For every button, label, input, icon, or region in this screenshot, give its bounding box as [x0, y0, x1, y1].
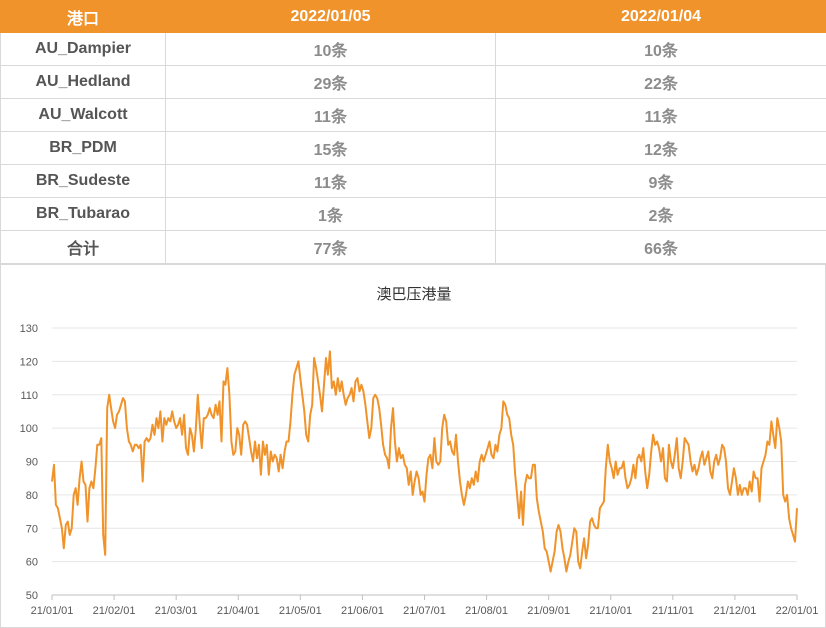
- table-header-row: 港口 2022/01/05 2022/01/04: [0, 0, 826, 33]
- y-tick-label: 60: [26, 557, 38, 569]
- count-value: 11条: [495, 98, 826, 132]
- table-row: BR_Sudeste 11条 9条: [0, 164, 826, 198]
- y-tick-label: 70: [26, 523, 38, 535]
- x-tick-label: 21/04/01: [217, 605, 260, 617]
- y-tick-label: 80: [26, 490, 38, 502]
- count-value: 2条: [495, 197, 826, 231]
- y-tick-label: 120: [20, 356, 38, 368]
- x-tick-label: 21/01/01: [31, 605, 74, 617]
- y-tick-label: 50: [26, 590, 38, 602]
- port-name: BR_Tubarao: [0, 197, 166, 231]
- count-value: 11条: [165, 164, 496, 198]
- port-name: BR_Sudeste: [0, 164, 166, 198]
- x-tick-label: 22/01/01: [776, 605, 819, 617]
- x-tick-label: 21/12/01: [714, 605, 757, 617]
- count-value: 9条: [495, 164, 826, 198]
- x-tick-label: 21/10/01: [589, 605, 632, 617]
- count-value: 29条: [165, 65, 496, 99]
- table-row: BR_PDM 15条 12条: [0, 131, 826, 165]
- count-value: 10条: [495, 32, 826, 66]
- header-date-2: 2022/01/04: [495, 0, 826, 33]
- table-row: AU_Walcott 11条 11条: [0, 98, 826, 132]
- x-tick-label: 21/05/01: [279, 605, 322, 617]
- y-tick-label: 90: [26, 457, 38, 469]
- x-tick-label: 21/08/01: [465, 605, 508, 617]
- count-value: 10条: [165, 32, 496, 66]
- count-value: 12条: [495, 131, 826, 165]
- count-value: 11条: [165, 98, 496, 132]
- y-tick-label: 110: [20, 390, 38, 402]
- header-port: 港口: [0, 0, 166, 33]
- table-row: AU_Dampier 10条 10条: [0, 32, 826, 66]
- table-row: BR_Tubarao 1条 2条: [0, 197, 826, 231]
- port-name: AU_Dampier: [0, 32, 166, 66]
- x-tick-label: 21/06/01: [341, 605, 384, 617]
- port-name: AU_Hedland: [0, 65, 166, 99]
- table-row-total: 合计 77条 66条: [0, 230, 826, 264]
- x-tick-label: 21/02/01: [93, 605, 136, 617]
- x-tick-label: 21/09/01: [527, 605, 570, 617]
- x-tick-label: 21/11/01: [652, 605, 694, 617]
- port-name: BR_PDM: [0, 131, 166, 165]
- series-line: [51, 350, 798, 573]
- chart-panel: 澳巴压港量 50 60 70 80 90 100 110 120 130 21/01/01 21/0…: [0, 264, 826, 628]
- y-tick-label: 130: [20, 323, 38, 335]
- table-row: AU_Hedland 29条 22条: [0, 65, 826, 99]
- x-tick-label: 21/07/01: [403, 605, 446, 617]
- total-value: 77条: [165, 230, 496, 264]
- count-value: 15条: [165, 131, 496, 165]
- header-date-1: 2022/01/05: [165, 0, 496, 33]
- port-table: 港口 2022/01/05 2022/01/04 AU_Dampier 10条 …: [0, 0, 826, 264]
- line-chart: 50 60 70 80 90 100 110 120 130 21/01/01 21/02/01 21…: [20, 323, 819, 617]
- count-value: 1条: [165, 197, 496, 231]
- y-tick-label: 100: [20, 423, 38, 435]
- chart-title: 澳巴压港量: [376, 285, 452, 303]
- port-name: AU_Walcott: [0, 98, 166, 132]
- x-tick-label: 21/03/01: [155, 605, 198, 617]
- total-value: 66条: [495, 230, 826, 264]
- count-value: 22条: [495, 65, 826, 99]
- total-label: 合计: [0, 230, 166, 264]
